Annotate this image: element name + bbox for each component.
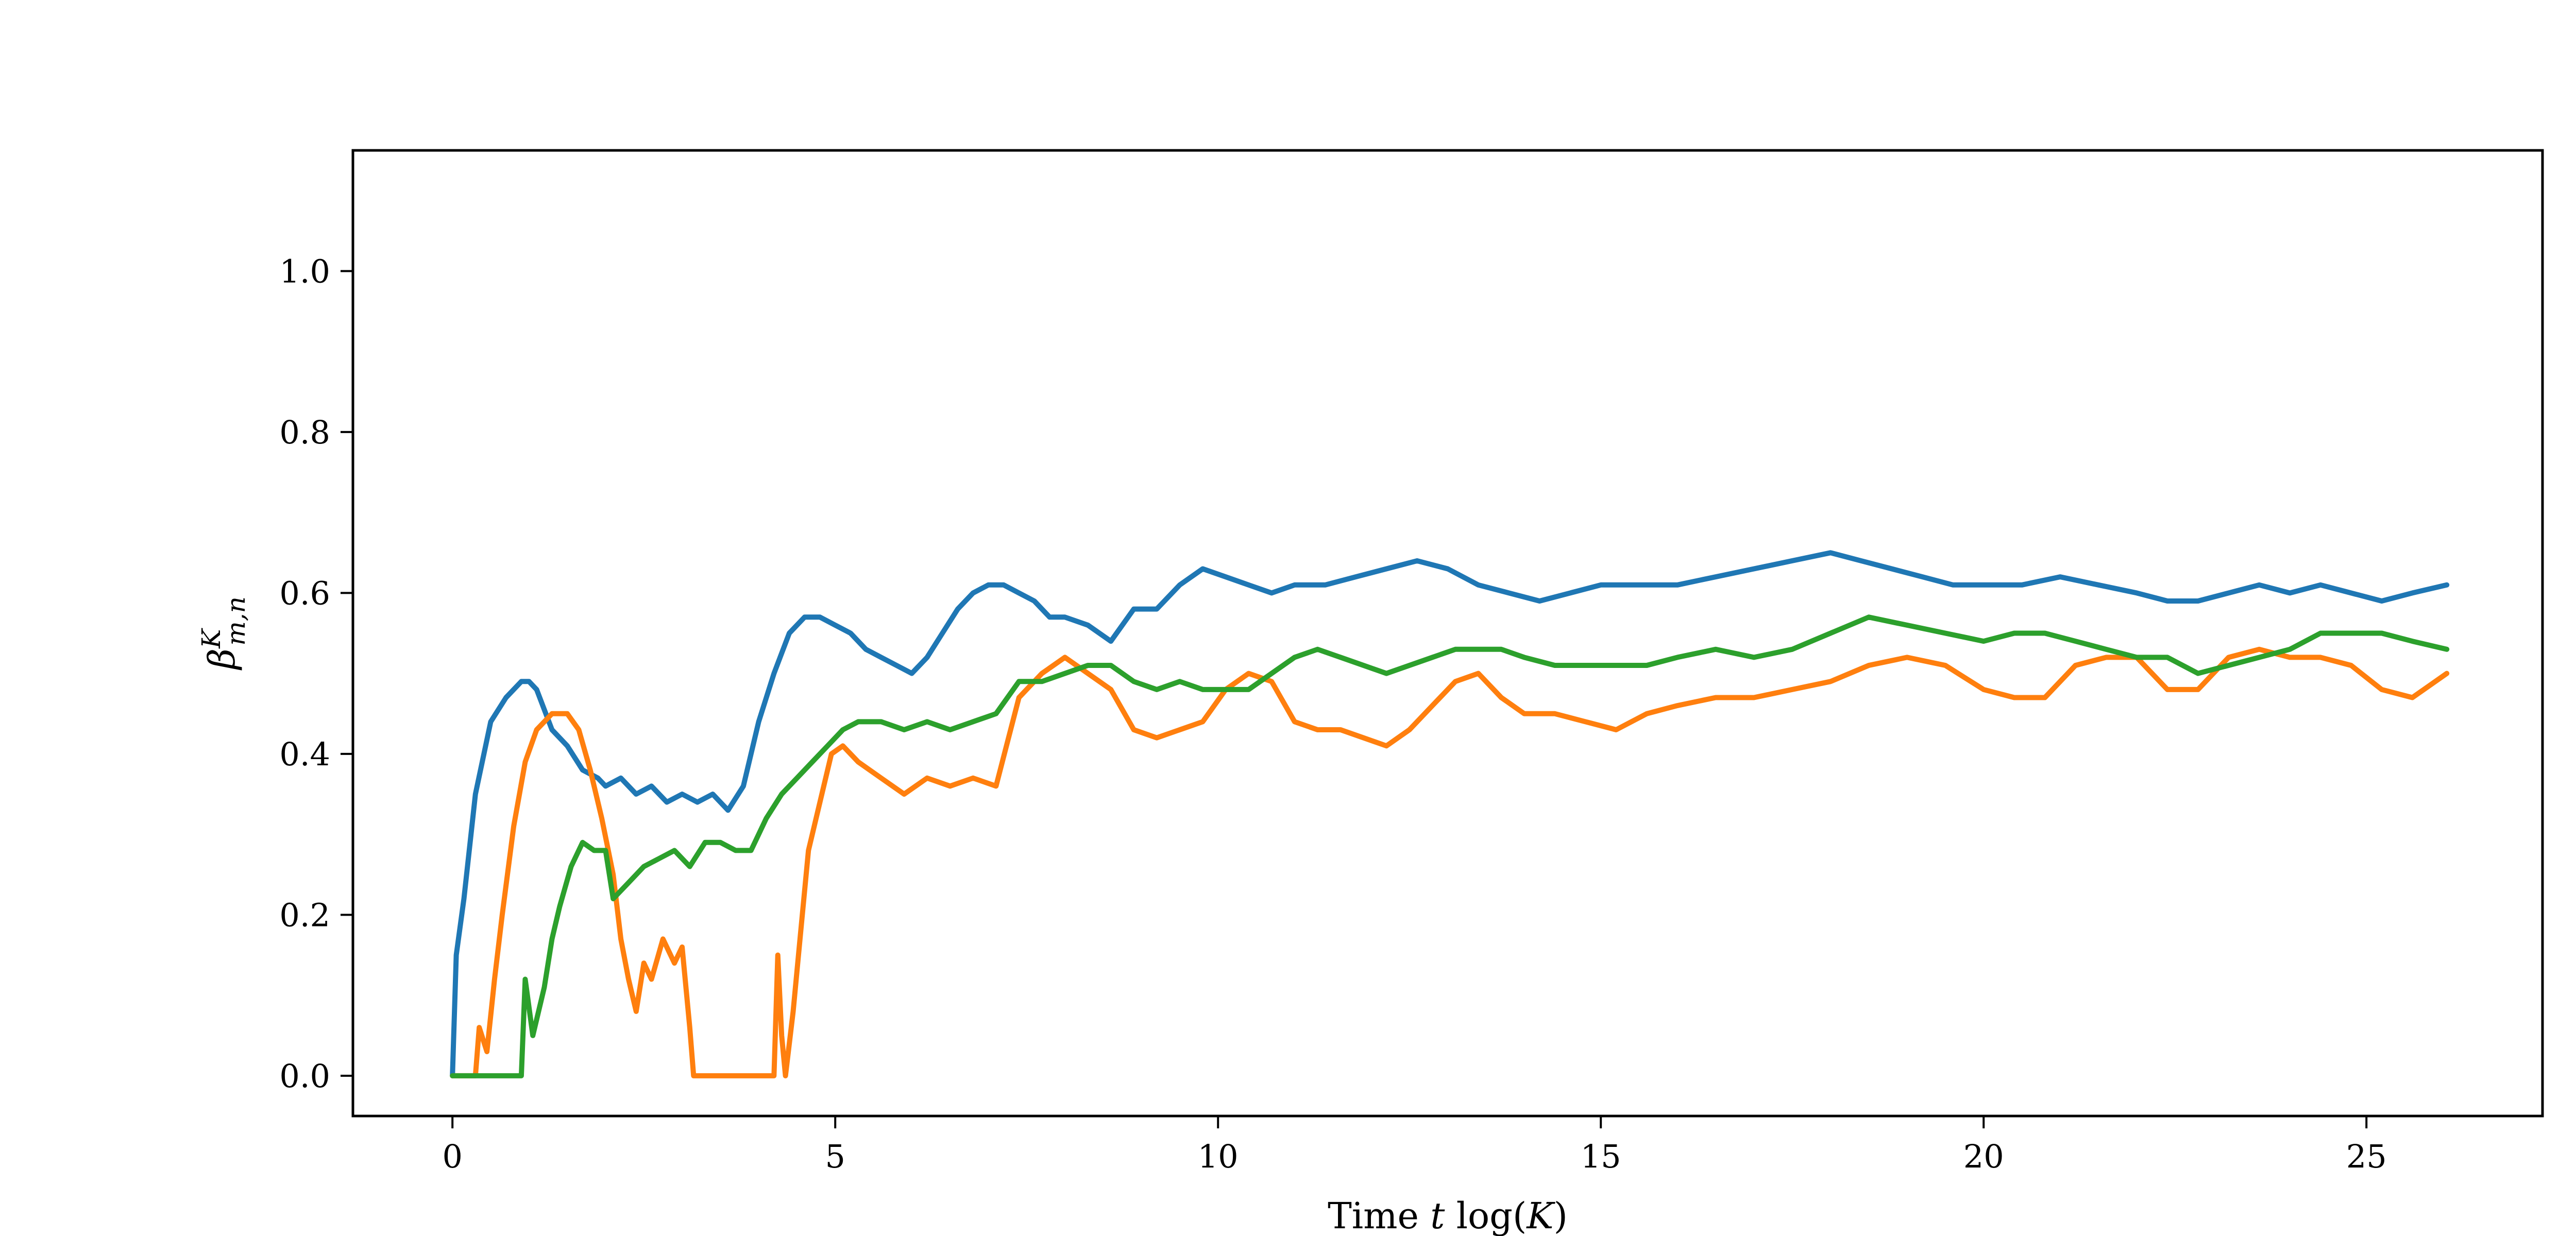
y-tick-label: 0.6 [279,574,330,612]
x-axis-label-close: ) [1554,1195,1568,1236]
series-layer [450,550,2450,1078]
y-axis-label: βKm,n [196,596,251,671]
y-axis-label-base: β [201,648,243,671]
x-tick-label: 10 [1198,1138,1239,1175]
series-line-3 [450,614,2450,1078]
y-tick-label: 0.4 [279,735,330,773]
x-axis-label-prefix: Time [1328,1195,1430,1236]
x-tick-label: 25 [2346,1138,2387,1175]
y-tick-label: 1.0 [279,252,330,290]
y-tick-label: 0.2 [279,896,330,934]
y-tick-label: 0.8 [279,414,330,451]
x-axis-label-func: log( [1445,1195,1527,1236]
series-line-2 [450,646,2450,1078]
x-axis-label-arg: K [1526,1195,1555,1236]
axes-frame [351,149,2544,1118]
y-axis-label-sup: K [196,628,226,649]
series-line-1 [450,550,2450,1078]
x-axis-label: Time t log(K) [1328,1195,1568,1236]
x-axis-label-var: t [1430,1195,1445,1236]
x-tick-label: 20 [1963,1138,2004,1175]
x-tick-label: 15 [1581,1138,1621,1175]
x-tick-label: 0 [442,1138,462,1175]
x-tick-label: 5 [825,1138,845,1175]
ticks-layer: 0 5 10 15 20 25 0.0 0.2 0.4 0.6 0.8 1.0 [279,252,2386,1175]
y-axis-label-sub: m,n [221,596,251,646]
svg-text:βKm,n: βKm,n [196,596,251,671]
y-tick-label: 0.0 [279,1057,330,1095]
